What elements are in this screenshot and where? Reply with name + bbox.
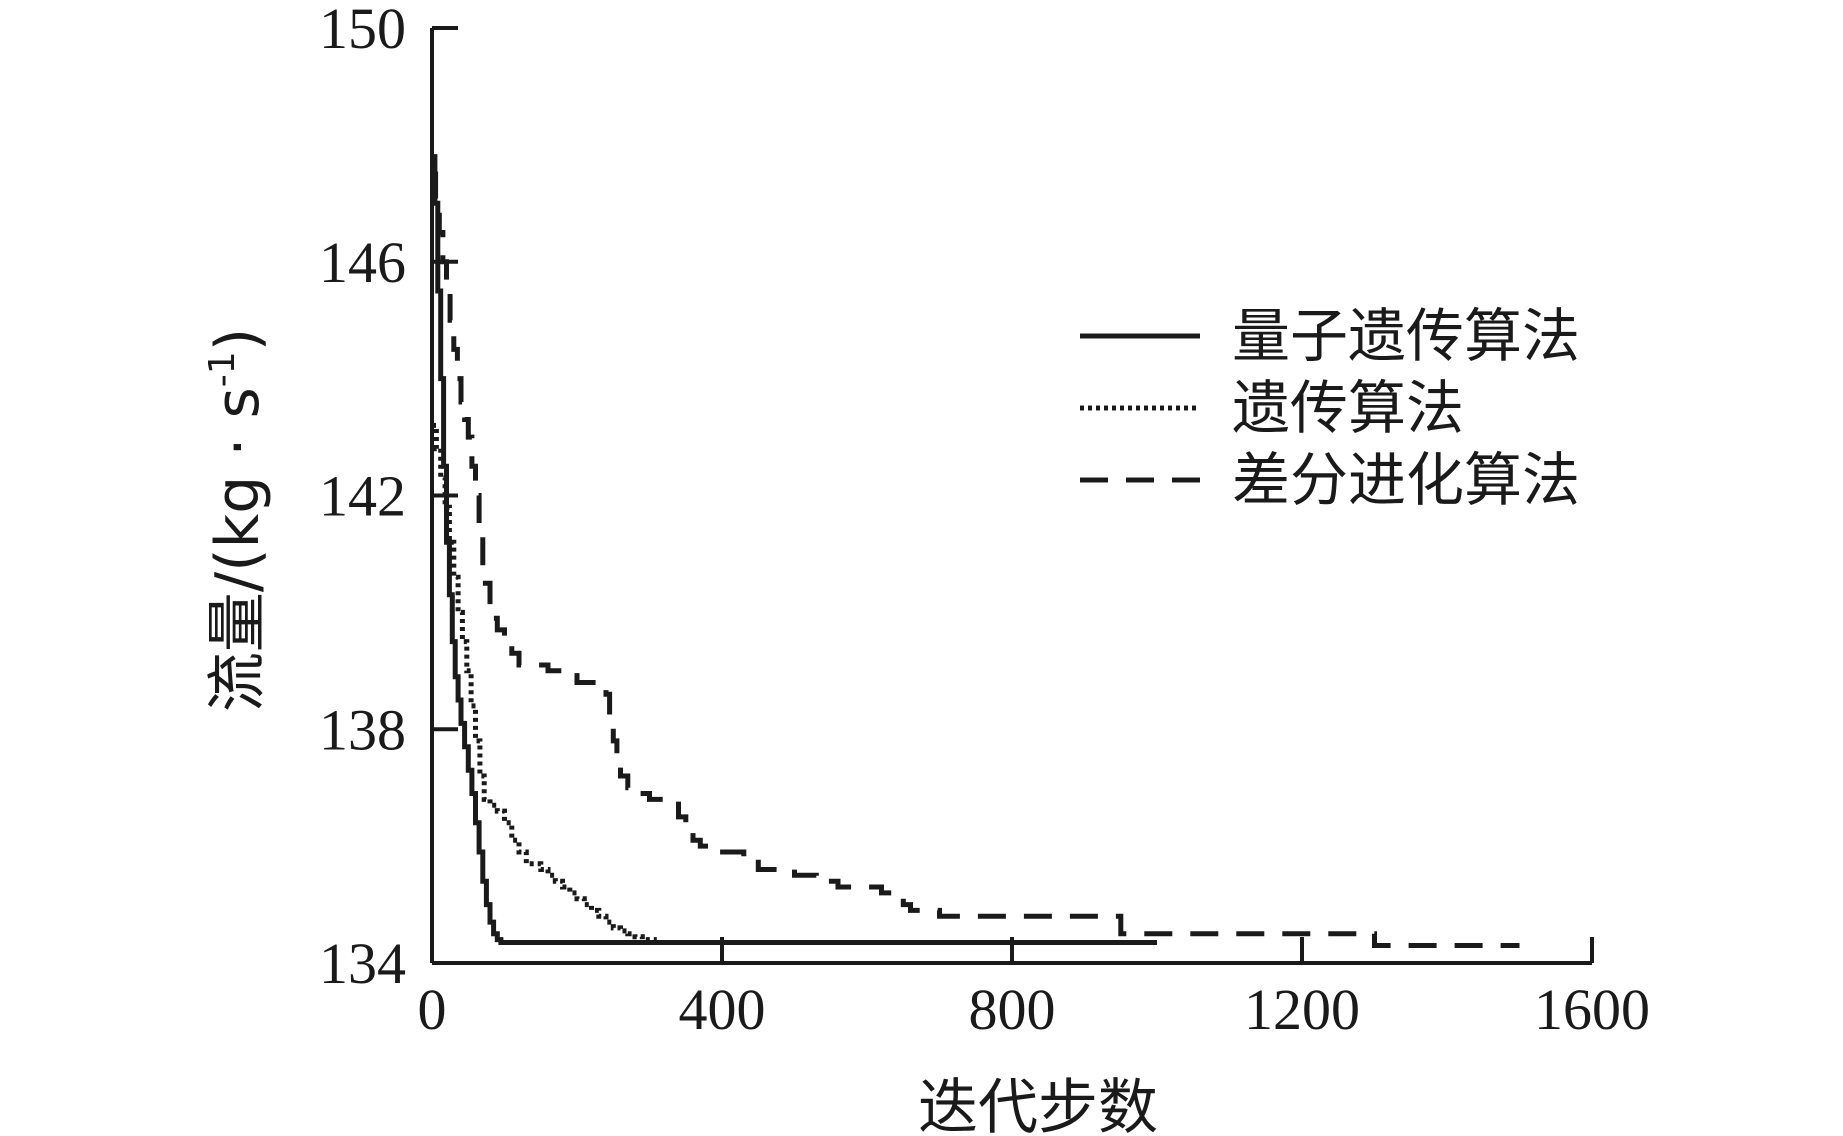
x-tick-label: 1200	[1244, 977, 1360, 1042]
legend-label-2: 遗传算法	[1232, 374, 1464, 442]
series-line-2	[432, 422, 657, 943]
series-line-3	[432, 171, 1520, 948]
y-axis-title-close: )	[203, 328, 273, 351]
legend-label-3: 差分进化算法	[1232, 446, 1580, 514]
plot-area: 0 400 800 1200 1600 134 138 142 146 150	[319, 0, 1650, 1042]
y-axis-title-superscript: -1	[202, 351, 243, 387]
y-tick-label: 142	[319, 464, 406, 529]
legend-label-1: 量子遗传算法	[1232, 302, 1580, 370]
x-tick-label: 400	[679, 977, 766, 1042]
y-tick-label: 134	[319, 931, 406, 996]
y-tick-label: 146	[319, 230, 406, 295]
x-tick-label: 1600	[1534, 977, 1650, 1042]
y-axis-title-main: 流量/(kg · s	[203, 387, 273, 712]
series-line-1	[432, 154, 1157, 945]
y-tick-label: 150	[319, 0, 406, 61]
x-tick-label: 800	[969, 977, 1056, 1042]
y-axis-title: 流量/(kg · s-1)	[202, 328, 273, 712]
y-tick-label: 138	[319, 697, 406, 762]
x-axis-title: 迭代步数	[918, 1073, 1158, 1136]
x-tick-label: 0	[418, 977, 447, 1042]
